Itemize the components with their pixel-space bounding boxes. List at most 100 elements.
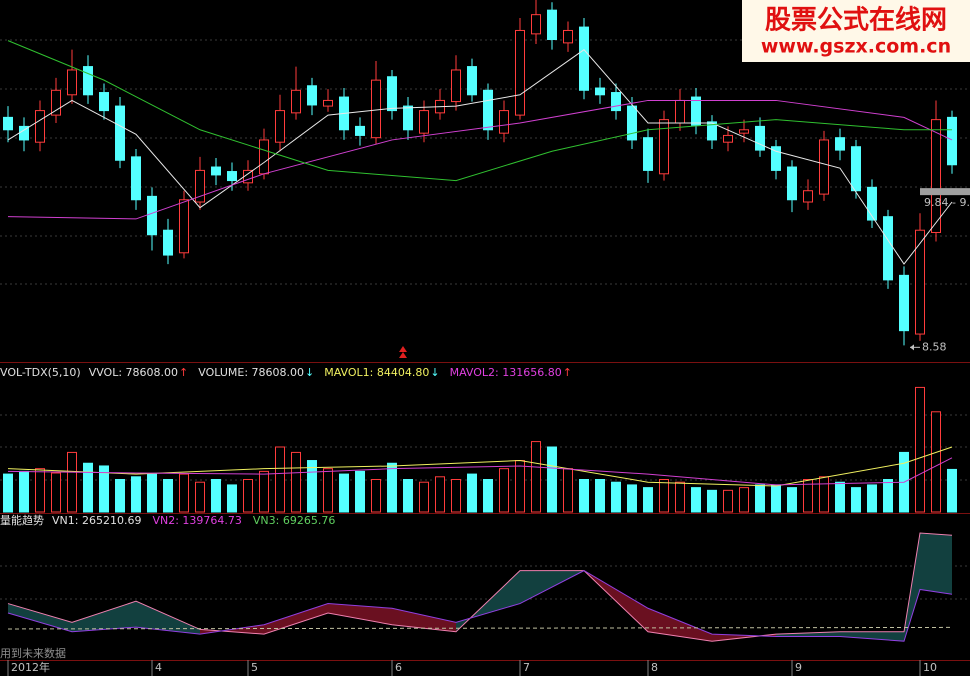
x-tick-label: 9 xyxy=(795,661,802,674)
range-label: 9.84 - 9.9 xyxy=(924,196,970,209)
line xyxy=(7,570,953,642)
marker-icon xyxy=(399,346,407,358)
candle-body xyxy=(275,110,285,143)
spread-fill xyxy=(8,603,72,632)
candle-body xyxy=(371,79,381,139)
candle-body xyxy=(723,134,733,143)
volume-bar xyxy=(131,476,141,513)
volume-bar xyxy=(67,451,77,513)
line xyxy=(7,532,953,642)
candle-body xyxy=(291,89,301,114)
volume-bar xyxy=(723,489,733,513)
candle-body xyxy=(563,29,573,44)
volume-bar xyxy=(371,479,381,513)
volume-bar xyxy=(163,479,173,513)
candle-body xyxy=(355,125,365,136)
candle-body xyxy=(67,69,77,96)
candle-body xyxy=(131,156,141,201)
volume-bar xyxy=(243,479,253,513)
volume-bar xyxy=(707,489,717,513)
spread-fill xyxy=(72,601,136,632)
volume-bar xyxy=(259,470,269,513)
candle-body xyxy=(3,116,13,131)
watermark-box xyxy=(742,0,970,62)
watermark-title: 股票公式在线网 xyxy=(765,6,947,36)
candle-body xyxy=(483,89,493,131)
volume-bar xyxy=(403,479,413,513)
candle-body xyxy=(147,195,157,236)
volume-bar xyxy=(355,470,365,513)
candle-body xyxy=(691,96,701,126)
candle-body xyxy=(803,190,813,203)
spread-fill xyxy=(840,631,904,642)
spread-fill xyxy=(392,608,456,632)
volume-bar xyxy=(563,468,573,513)
volume-bar xyxy=(99,465,109,513)
volume-bar xyxy=(803,479,813,513)
candle-body xyxy=(307,85,317,106)
candle-body xyxy=(163,229,173,256)
candle-body xyxy=(115,105,125,161)
candle-body xyxy=(99,92,109,112)
candle-body xyxy=(755,125,765,151)
readout-arrow: ↑ xyxy=(179,366,188,379)
low-label: 8.58 xyxy=(922,340,947,353)
x-tick-label: 6 xyxy=(395,661,402,674)
readout-arrow: ↑ xyxy=(563,366,572,379)
volume-bar xyxy=(211,479,221,513)
candle-body xyxy=(675,99,685,124)
x-tick-label: 4 xyxy=(155,661,162,674)
candle-body xyxy=(499,110,509,134)
candle-body xyxy=(947,116,957,166)
volume-bar xyxy=(291,451,301,513)
candle-body xyxy=(915,229,925,335)
volume-bar xyxy=(931,411,941,513)
volume-bar xyxy=(467,473,477,513)
volume-bar xyxy=(115,479,125,513)
volume-bar xyxy=(499,468,509,513)
candle-body xyxy=(531,14,541,35)
candle-body xyxy=(787,166,797,201)
volume-bar xyxy=(579,479,589,513)
volume-bar xyxy=(35,468,45,513)
spread-fill xyxy=(648,608,712,642)
candle-body xyxy=(387,76,397,112)
volume-bar xyxy=(227,484,237,513)
volume-bar xyxy=(451,479,461,513)
x-tick-label: 8 xyxy=(651,661,658,674)
volume-bar xyxy=(867,484,877,513)
readout: VN3: 69265.76 xyxy=(253,514,335,527)
volume-bar xyxy=(531,441,541,513)
volume-bar xyxy=(659,479,669,513)
candle-body xyxy=(659,119,669,175)
candle-body xyxy=(611,92,621,112)
candle-body xyxy=(515,29,525,116)
candle-body xyxy=(547,9,557,40)
candle-body xyxy=(227,171,237,182)
x-tick-label: 2012年 xyxy=(11,660,50,674)
candle-body xyxy=(467,66,477,96)
candle-body xyxy=(259,139,269,175)
line xyxy=(7,99,953,220)
volume-bar xyxy=(387,462,397,513)
volume-bar xyxy=(419,481,429,513)
volume-bar xyxy=(771,484,781,513)
line xyxy=(7,40,952,182)
x-tick-label: 7 xyxy=(523,661,530,674)
note: 用到未来数据 xyxy=(0,646,66,660)
readout-arrow: ↓ xyxy=(305,366,314,379)
volume-bar xyxy=(323,468,333,513)
readout-arrow: ↓ xyxy=(430,366,439,379)
readout: MAVOL2: 131656.80 xyxy=(450,366,562,379)
volume-bar xyxy=(739,487,749,513)
volume-bar xyxy=(947,468,957,513)
panel-title: VOL-TDX(5,10) xyxy=(0,366,81,379)
candle-body xyxy=(851,146,861,192)
readout: VN2: 139764.73 xyxy=(152,514,241,527)
volume-bar xyxy=(691,487,701,513)
candle-body xyxy=(403,105,413,131)
volume-bar xyxy=(483,479,493,513)
candle-body xyxy=(835,137,845,151)
